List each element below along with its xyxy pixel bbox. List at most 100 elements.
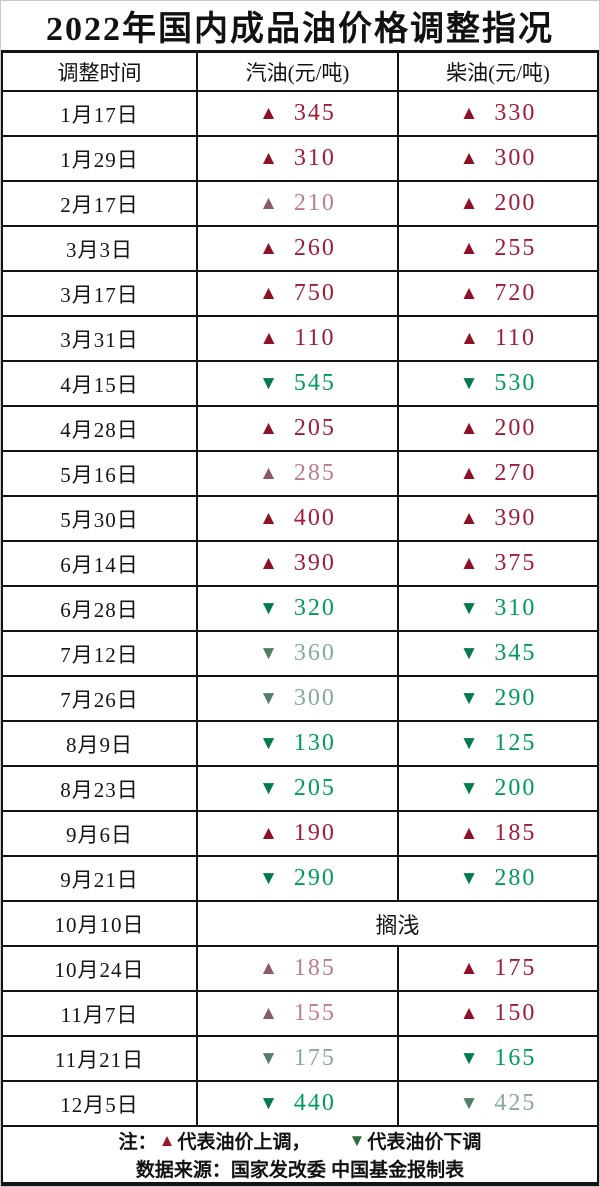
- change-value: 345: [494, 640, 537, 666]
- change-value: 290: [293, 865, 336, 891]
- diesel-change-cell: ▲ 720: [399, 272, 597, 315]
- down-legend-text: 代表油价下调: [367, 1132, 482, 1153]
- up-triangle-icon: ▲: [459, 1003, 479, 1024]
- gasoline-change-cell: ▼ 440: [198, 1082, 399, 1125]
- header-adjust-date: 调整时间: [3, 53, 198, 90]
- change-value: 300: [293, 685, 336, 711]
- diesel-change-cell: ▲ 270: [399, 452, 597, 495]
- change-value: 750: [293, 280, 336, 306]
- down-triangle-icon: ▼: [259, 868, 278, 889]
- down-triangle-icon: ▼: [459, 688, 479, 709]
- date-cell: 4月15日: [3, 362, 198, 405]
- change-value: 150: [494, 1000, 537, 1026]
- diesel-change-cell: ▲ 330: [399, 92, 597, 135]
- table-row: 3月3日 ▲ 260 ▲ 255: [3, 227, 597, 272]
- diesel-change-cell: ▲ 390: [399, 497, 597, 540]
- date-cell: 6月14日: [3, 542, 198, 585]
- table-row: 12月5日 ▼ 440 ▼ 425: [3, 1082, 597, 1127]
- down-triangle-icon: ▼: [348, 1130, 366, 1150]
- gasoline-change-cell: ▲ 345: [198, 92, 399, 135]
- down-triangle-icon: ▼: [459, 778, 479, 799]
- change-value: 300: [494, 145, 537, 171]
- up-triangle-icon: ▲: [459, 553, 479, 574]
- change-value: 375: [494, 550, 537, 576]
- change-value: 165: [494, 1045, 537, 1071]
- diesel-change-cell: ▲ 150: [399, 992, 597, 1035]
- date-cell: 11月21日: [3, 1037, 198, 1080]
- page-title: 2022年国内成品油价格调整指况: [46, 11, 554, 48]
- table-row: 8月23日 ▼ 205 ▼ 200: [3, 767, 597, 812]
- diesel-change-cell: ▼ 345: [399, 632, 597, 675]
- table-row: 1月29日 ▲ 310 ▲ 300: [3, 137, 597, 182]
- date-cell: 8月9日: [3, 722, 198, 765]
- date-cell: 5月16日: [3, 452, 198, 495]
- down-triangle-icon: ▼: [459, 643, 479, 664]
- diesel-change-cell: ▲ 175: [399, 947, 597, 990]
- up-triangle-icon: ▲: [259, 418, 278, 439]
- date-cell: 10月10日: [3, 902, 198, 945]
- change-value: 200: [494, 775, 537, 801]
- change-value: 390: [494, 505, 537, 531]
- up-triangle-icon: ▲: [259, 283, 278, 304]
- gasoline-change-cell: ▼ 130: [198, 722, 399, 765]
- change-value: 110: [294, 325, 336, 351]
- up-triangle-icon: ▲: [459, 823, 479, 844]
- change-value: 175: [494, 955, 537, 981]
- change-value: 255: [494, 235, 537, 261]
- gasoline-change-cell: ▲ 185: [198, 947, 399, 990]
- date-cell: 3月3日: [3, 227, 198, 270]
- diesel-change-cell: ▼ 290: [399, 677, 597, 720]
- up-triangle-icon: ▲: [259, 508, 278, 529]
- table-row: 4月28日 ▲ 205 ▲ 200: [3, 407, 597, 452]
- gasoline-change-cell: ▲ 310: [198, 137, 399, 180]
- gasoline-change-cell: ▲ 750: [198, 272, 399, 315]
- table-row: 5月16日 ▲ 285 ▲ 270: [3, 452, 597, 497]
- down-triangle-icon: ▼: [259, 643, 278, 664]
- date-cell: 9月21日: [3, 857, 198, 900]
- table-row: 6月28日 ▼ 320 ▼ 310: [3, 587, 597, 632]
- table-row: 3月31日 ▲ 110 ▲ 110: [3, 317, 597, 362]
- up-triangle-icon: ▲: [259, 823, 278, 844]
- gasoline-change-cell: ▲ 110: [198, 317, 399, 360]
- gasoline-change-cell: ▲ 205: [198, 407, 399, 450]
- change-value: 390: [293, 550, 336, 576]
- gasoline-change-cell: ▲ 400: [198, 497, 399, 540]
- change-value: 190: [293, 820, 336, 846]
- table-row: 11月21日 ▼ 175 ▼ 165: [3, 1037, 597, 1082]
- change-value: 345: [293, 100, 336, 126]
- up-triangle-icon: ▲: [259, 553, 278, 574]
- change-value: 290: [494, 685, 537, 711]
- table-row: 9月21日 ▼ 290 ▼ 280: [3, 857, 597, 902]
- diesel-change-cell: ▼ 125: [399, 722, 597, 765]
- date-cell: 1月29日: [3, 137, 198, 180]
- legend-note: 注： ▲ 代表油价上调， ▼ 代表油价下调: [119, 1127, 482, 1154]
- data-source: 数据来源：国家发改委 中国基金报制表: [135, 1160, 465, 1181]
- gasoline-change-cell: ▼ 290: [198, 857, 399, 900]
- change-value: 205: [293, 775, 336, 801]
- date-cell: 12月5日: [3, 1082, 198, 1125]
- date-cell: 11月7日: [3, 992, 198, 1035]
- table-row: 11月7日 ▲ 155 ▲ 150: [3, 992, 597, 1037]
- table-row: 7月26日 ▼ 300 ▼ 290: [3, 677, 597, 722]
- change-value: 285: [293, 460, 336, 486]
- diesel-change-cell: ▼ 530: [399, 362, 597, 405]
- gasoline-change-cell: ▼ 360: [198, 632, 399, 675]
- table-row: 9月6日 ▲ 190 ▲ 185: [3, 812, 597, 857]
- date-cell: 7月26日: [3, 677, 198, 720]
- gasoline-change-cell: ▲ 390: [198, 542, 399, 585]
- up-triangle-icon: ▲: [459, 103, 479, 124]
- diesel-change-cell: ▼ 280: [399, 857, 597, 900]
- up-triangle-icon: ▲: [259, 148, 278, 169]
- table-row: 2月17日 ▲ 210 ▲ 200: [3, 182, 597, 227]
- down-triangle-icon: ▼: [459, 1048, 479, 1069]
- up-triangle-icon: ▲: [259, 463, 278, 484]
- date-cell: 1月17日: [3, 92, 198, 135]
- table-body: 1月17日 ▲ 345 ▲ 330 1月29日 ▲ 310 ▲ 300 2月17…: [3, 92, 597, 1127]
- date-cell: 9月6日: [3, 812, 198, 855]
- change-value: 425: [494, 1090, 537, 1116]
- gasoline-change-cell: ▲ 210: [198, 182, 399, 225]
- diesel-change-cell: ▲ 200: [399, 182, 597, 225]
- down-triangle-icon: ▼: [459, 868, 479, 889]
- date-cell: 10月24日: [3, 947, 198, 990]
- gasoline-change-cell: ▼ 205: [198, 767, 399, 810]
